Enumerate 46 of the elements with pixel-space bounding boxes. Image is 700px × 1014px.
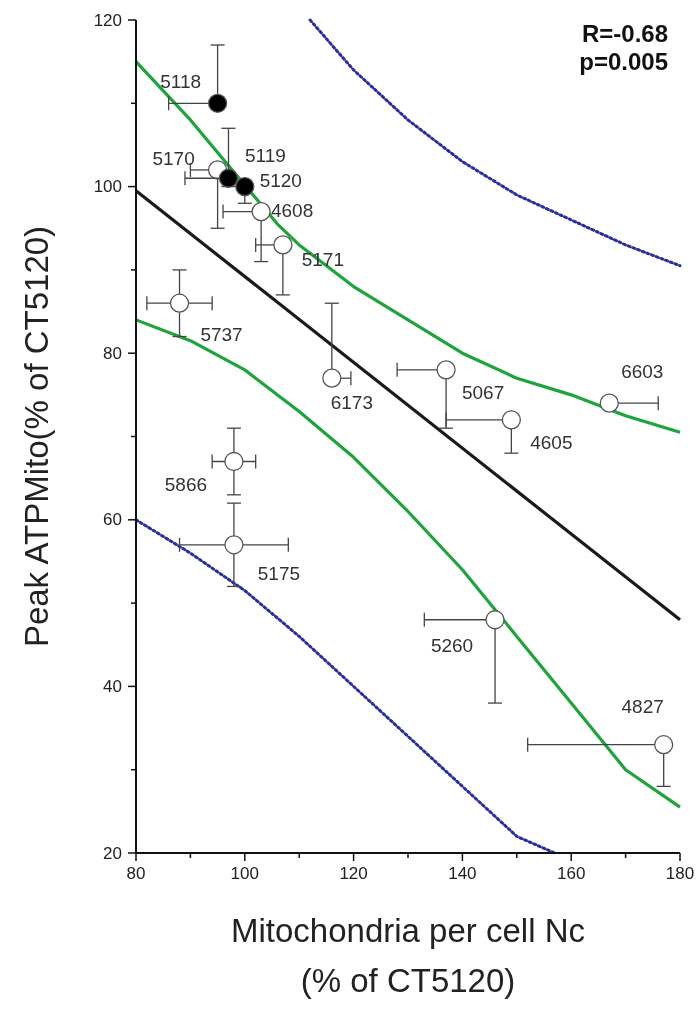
point: [599, 393, 619, 413]
annotation: 5170: [152, 148, 195, 170]
annotation: 5119: [245, 144, 286, 166]
point: [322, 368, 342, 388]
annotation: 5118: [160, 70, 202, 92]
annotation: 6173: [330, 391, 373, 413]
x-tick-label: 160: [557, 864, 586, 883]
annotation: 5175: [257, 563, 301, 585]
point: [207, 93, 228, 113]
y-tick-label: 20: [103, 843, 122, 863]
annotation: 5866: [164, 473, 208, 495]
annotation: 5120: [259, 170, 302, 192]
annotation: 5737: [200, 323, 243, 345]
point: [235, 176, 255, 197]
x-axis-title: Mitochondria per cell Nc (% of CT5120): [231, 912, 585, 999]
x-tick-label: 140: [448, 864, 477, 883]
x-tick-label: 100: [230, 864, 259, 883]
point: [273, 235, 293, 255]
y-tick-label: 40: [103, 676, 122, 696]
y-tick-label: 120: [93, 10, 122, 30]
point: [485, 610, 505, 630]
line-series: [134, 318, 682, 809]
annotation: p=0.005: [579, 48, 668, 75]
point: [224, 451, 244, 472]
annotation: 5067: [461, 382, 505, 404]
annotation: R=-0.68: [581, 20, 668, 47]
x-tick-label: 80: [126, 864, 146, 883]
y-tick-label: 60: [103, 510, 122, 530]
annotation: 4827: [621, 696, 664, 718]
y-tick-label: 100: [93, 177, 122, 197]
point: [251, 201, 271, 222]
point: [218, 168, 239, 188]
y-axis-title: Peak ATPMito(% of CT5120): [18, 225, 55, 648]
point: [501, 410, 522, 430]
point: [436, 360, 456, 380]
y-tick-label: 80: [103, 343, 122, 363]
annotation: 6603: [621, 360, 664, 382]
line-series: [134, 518, 557, 855]
x-tick-label: 120: [339, 864, 368, 883]
point: [169, 293, 190, 313]
x-tick-label: 180: [665, 864, 695, 883]
annotation: 4605: [530, 432, 573, 454]
point: [654, 735, 674, 755]
point: [224, 535, 244, 555]
annotation: 4608: [270, 200, 314, 222]
annotation: 5260: [430, 635, 474, 657]
